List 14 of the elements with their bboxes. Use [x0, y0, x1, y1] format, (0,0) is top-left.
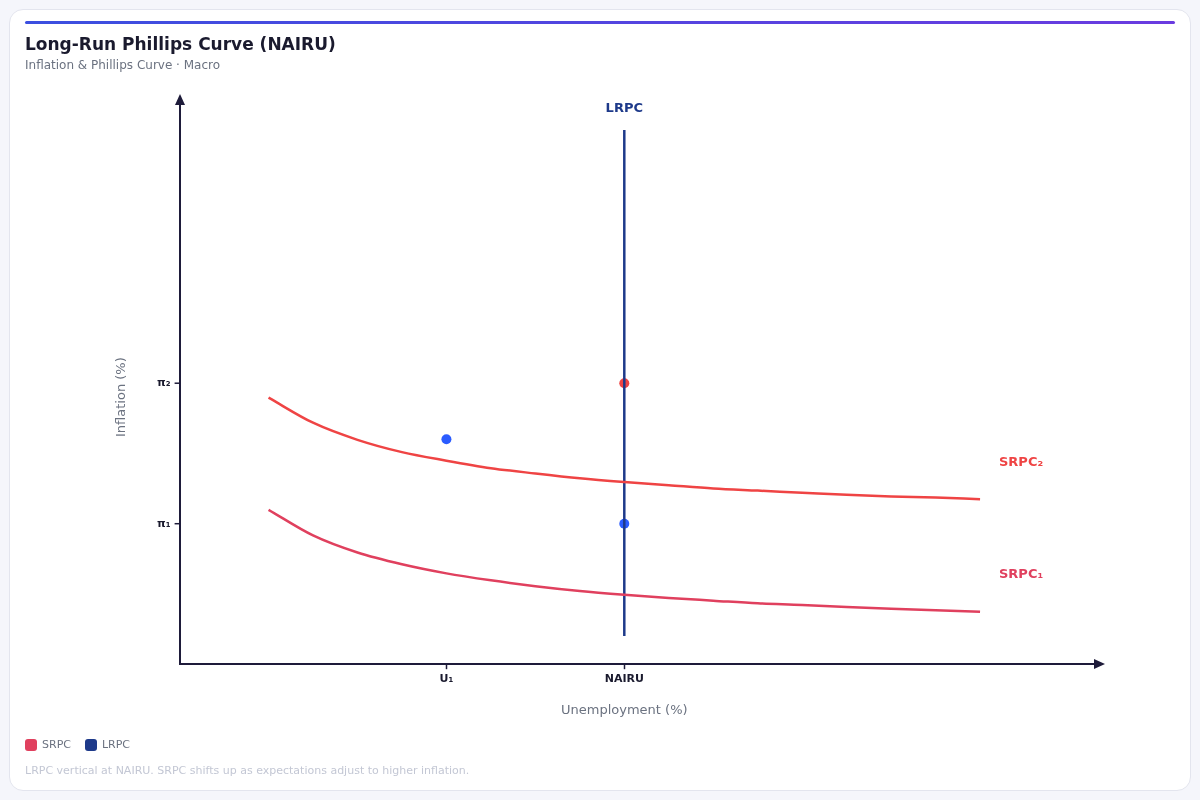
y-axis-title: Inflation (%) — [113, 357, 129, 437]
text: π₂ — [157, 376, 171, 390]
chart-title: Long-Run Phillips Curve (NAIRU) — [25, 34, 336, 54]
x-axis-title: Unemployment (%) — [561, 701, 688, 717]
annotation: SRPC₂ — [998, 453, 1044, 469]
annotation: SRPC₁ — [998, 566, 1044, 582]
x-tick-label: NAIRU — [604, 671, 644, 685]
legend-label: SRPC — [42, 738, 71, 751]
legend-label: LRPC — [101, 738, 131, 751]
text: LRPC vertical at NAIRU. SRPC shifts up as expectations adjust to higher inflation. — [25, 764, 470, 777]
chart-subtitle: Inflation & Phillips Curve · Macro — [25, 58, 221, 72]
annotation: LRPC — [605, 100, 643, 116]
text: π₁ — [157, 516, 171, 530]
x-tick-label: U₁ — [439, 671, 454, 685]
